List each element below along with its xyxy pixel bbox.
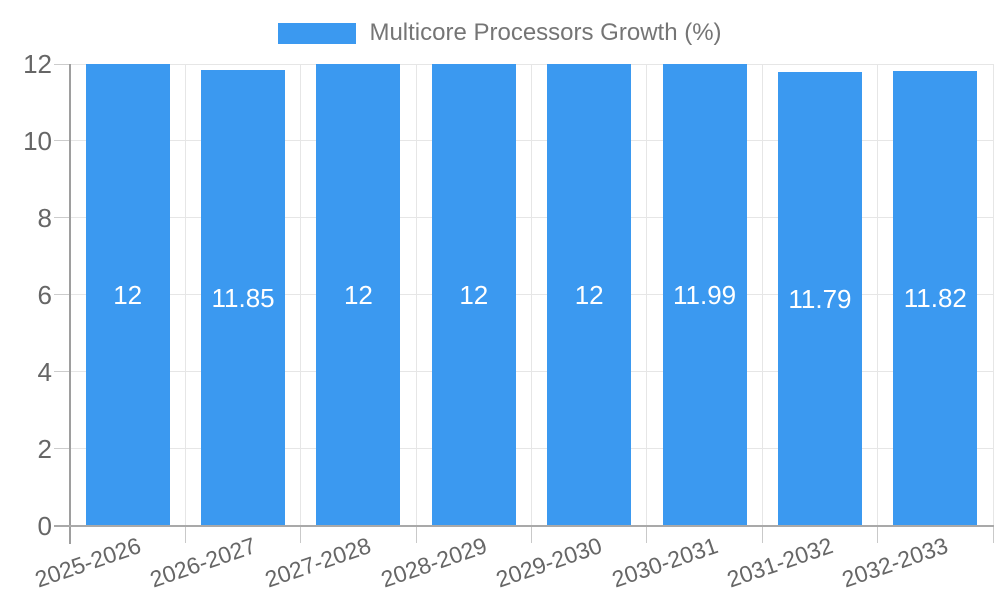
bar-value-label: 11.85 xyxy=(211,282,275,313)
y-tick-mark xyxy=(54,63,70,65)
x-gridline xyxy=(531,64,532,526)
y-axis-label: 0 xyxy=(37,510,52,541)
bar[interactable] xyxy=(777,72,862,526)
x-axis-label: 2025-2026 xyxy=(31,531,144,592)
legend-label: Multicore Processors Growth (%) xyxy=(369,19,722,46)
y-axis-label: 4 xyxy=(37,356,52,387)
x-gridline xyxy=(992,64,994,526)
bar-value-label: 11.99 xyxy=(672,279,737,310)
bar-value-label: 12 xyxy=(113,279,143,310)
bar[interactable] xyxy=(85,64,170,526)
y-axis-line xyxy=(69,64,71,544)
x-gridline xyxy=(877,64,879,526)
bar[interactable] xyxy=(431,64,516,526)
x-axis-line xyxy=(54,524,994,527)
bar-value-label: 12 xyxy=(459,279,489,310)
bar[interactable] xyxy=(201,69,286,526)
x-axis-label: 2028-2029 xyxy=(377,531,490,592)
y-tick-mark xyxy=(54,217,70,219)
bar-value-label: 12 xyxy=(343,279,373,310)
bar-value-label: 12 xyxy=(574,279,604,310)
x-tick-mark xyxy=(646,526,648,543)
y-tick-mark xyxy=(54,448,70,450)
bar[interactable] xyxy=(893,70,978,526)
bar-value-label: 11.79 xyxy=(788,283,852,314)
bar[interactable] xyxy=(316,64,401,526)
y-axis-label: 12 xyxy=(23,49,52,79)
x-tick-mark xyxy=(877,526,879,543)
y-axis-label: 6 xyxy=(37,279,52,310)
x-axis-label: 2026-2027 xyxy=(146,531,260,592)
x-axis-label: 2027-2028 xyxy=(262,531,375,592)
x-gridline xyxy=(415,64,417,526)
y-axis-label: 10 xyxy=(23,125,52,156)
x-tick-mark xyxy=(992,526,994,543)
legend[interactable]: Multicore Processors Growth (%) xyxy=(0,19,1000,46)
y-tick-mark xyxy=(54,294,70,296)
x-tick-mark xyxy=(415,526,417,543)
legend-color-swatch xyxy=(278,22,357,44)
x-gridline xyxy=(184,64,186,526)
x-tick-mark xyxy=(761,526,763,543)
x-axis-label: 2029-2030 xyxy=(492,531,606,592)
y-tick-mark xyxy=(54,371,70,373)
y-axis-label: 8 xyxy=(37,202,52,233)
x-tick-mark xyxy=(531,526,532,543)
x-axis-label: 2030-2031 xyxy=(608,531,721,592)
x-axis-label: 2031-2032 xyxy=(723,531,837,592)
x-gridline xyxy=(300,64,302,526)
y-tick-mark xyxy=(54,140,70,142)
x-axis-label: 2032-2033 xyxy=(838,531,952,592)
bar[interactable] xyxy=(662,64,747,526)
x-gridline xyxy=(646,64,648,526)
x-gridline xyxy=(761,64,763,526)
x-tick-mark xyxy=(300,526,302,543)
bar[interactable] xyxy=(547,64,632,526)
x-tick-mark xyxy=(184,526,186,543)
bar-value-label: 11.82 xyxy=(903,283,967,314)
y-axis-label: 2 xyxy=(37,433,52,464)
